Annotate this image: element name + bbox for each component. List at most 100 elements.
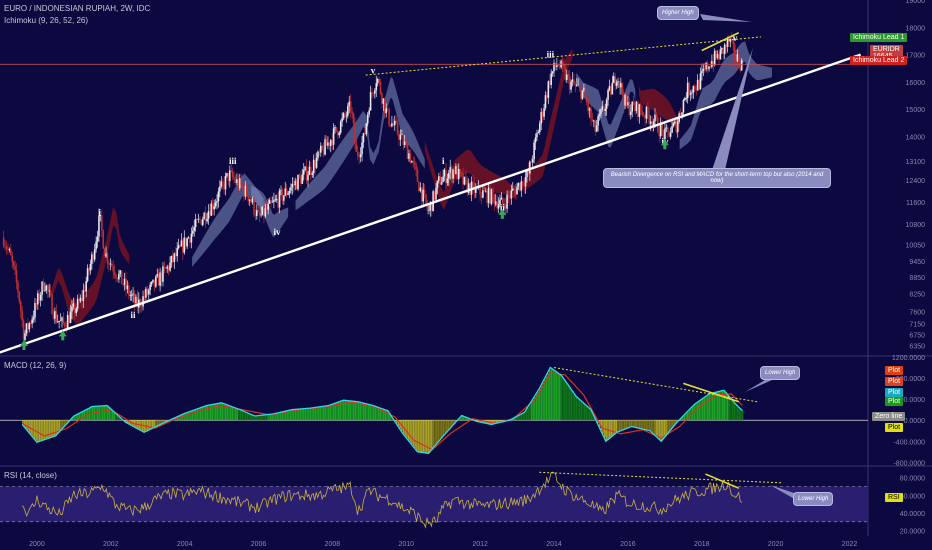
price-candle-348 <box>497 204 500 209</box>
price-candle-58 <box>85 281 87 292</box>
price-candle-129 <box>186 238 188 247</box>
macd-histogram-bar-159 <box>286 410 288 421</box>
price-candle-24 <box>37 293 39 305</box>
macd-histogram-bar-359 <box>618 420 621 432</box>
price-candle-283 <box>405 141 407 144</box>
price-candle-157 <box>226 173 228 177</box>
price-candle-412 <box>588 108 591 111</box>
price-candle-464 <box>662 130 665 140</box>
price-candle-239 <box>342 113 345 119</box>
price-candle-221 <box>317 151 319 159</box>
price-candle-258 <box>369 92 372 111</box>
price-candle-186 <box>267 203 269 210</box>
price-candle-231 <box>331 140 333 145</box>
bearish-divergence-callout: Bearish Divergence on RSI and MACD for t… <box>603 168 831 188</box>
price-candle-288 <box>412 161 415 162</box>
price-candle-59 <box>86 268 89 282</box>
price-candle-434 <box>620 83 622 88</box>
price-candle-233 <box>334 127 336 129</box>
price-candle-70 <box>102 230 105 249</box>
macd-histogram-bar-56 <box>115 412 117 421</box>
macd-histogram-bar-129 <box>236 408 239 421</box>
macd-histogram-bar-213 <box>376 406 378 421</box>
macd-histogram-bar-78 <box>151 420 154 429</box>
macd-histogram-bar-296 <box>514 417 516 421</box>
macd-histogram-bar-197 <box>349 400 352 421</box>
price-candle-41 <box>61 317 63 321</box>
macd-histogram-bar-190 <box>337 402 340 421</box>
price-candle-474 <box>676 121 679 133</box>
macd-plot-label-4: Plot <box>885 397 904 406</box>
price-candle-293 <box>419 187 422 192</box>
price-candle-43 <box>64 323 66 327</box>
price-candle-85 <box>123 278 126 285</box>
price-candle-458 <box>654 114 656 122</box>
price-candle-468 <box>668 131 671 137</box>
price-candle-327 <box>467 183 470 193</box>
macd-histogram-bar-196 <box>347 400 350 421</box>
macd-histogram-bar-80 <box>155 420 157 427</box>
price-candle-8 <box>14 265 16 271</box>
price-candle-494 <box>705 62 707 70</box>
macd-histogram-bar-312 <box>540 385 543 421</box>
macd-histogram-bar-32 <box>75 415 77 421</box>
macd-histogram-bar-421 <box>721 390 724 421</box>
price-candle-48 <box>71 306 73 312</box>
price-candle-400 <box>571 79 574 82</box>
price-candle-238 <box>341 118 343 122</box>
rsi-tick-0: 80.0000 <box>900 476 925 483</box>
macd-histogram-bar-233 <box>409 420 411 442</box>
price-candle-279 <box>399 134 402 140</box>
price-candle-89 <box>129 295 132 297</box>
higher-high-callout: Higher High <box>657 6 699 20</box>
price-candle-77 <box>112 266 114 272</box>
price-candle-206 <box>295 180 298 190</box>
price-candle-325 <box>465 176 467 181</box>
macd-histogram-bar-203 <box>359 402 362 421</box>
price-candle-2 <box>5 246 8 249</box>
price-candle-69 <box>101 215 103 231</box>
price-candle-152 <box>219 186 221 192</box>
macd-histogram-bar-184 <box>327 405 330 421</box>
macd-histogram-bar-45 <box>96 406 99 421</box>
ichimoku-lead2-label: Ichimoku Lead 2 <box>850 56 908 65</box>
price-candle-428 <box>611 82 614 95</box>
macd-histogram-bar-24 <box>62 420 64 429</box>
macd-histogram-bar-13 <box>43 420 46 441</box>
price-candle-268 <box>384 98 386 114</box>
macd-histogram-bar-328 <box>567 383 569 421</box>
price-candle-388 <box>554 62 557 68</box>
macd-histogram-bar-144 <box>261 415 264 421</box>
price-candle-405 <box>578 84 581 87</box>
macd-histogram-bar-298 <box>517 416 519 421</box>
price-candle-176 <box>253 198 255 214</box>
macd-histogram-bar-161 <box>289 410 292 421</box>
price-candle-382 <box>546 95 548 98</box>
macd-histogram-bar-408 <box>700 400 702 421</box>
macd-histogram-bar-134 <box>244 411 247 421</box>
price-candle-139 <box>200 219 203 225</box>
price-candle-172 <box>247 196 250 202</box>
macd-histogram-bar-419 <box>718 391 721 421</box>
price-candle-51 <box>75 308 78 314</box>
macd-histogram-bar-10 <box>38 420 41 442</box>
price-candle-9 <box>15 270 18 283</box>
macd-histogram-bar-121 <box>223 403 225 421</box>
price-candle-321 <box>459 169 461 173</box>
price-candle-84 <box>122 284 124 285</box>
price-candle-212 <box>304 166 306 171</box>
price-candle-411 <box>587 102 589 111</box>
price-candle-197 <box>283 195 285 201</box>
macd-histogram-bar-353 <box>608 420 611 439</box>
price-candle-31 <box>46 285 49 291</box>
price-candle-252 <box>361 142 363 155</box>
macd-histogram-bar-410 <box>703 397 706 421</box>
price-candle-375 <box>536 133 538 138</box>
macd-histogram-bar-422 <box>723 390 726 421</box>
price-candle-228 <box>327 142 329 146</box>
price-candle-113 <box>163 266 166 268</box>
price-candle-455 <box>649 121 652 124</box>
price-candle-433 <box>618 81 621 88</box>
